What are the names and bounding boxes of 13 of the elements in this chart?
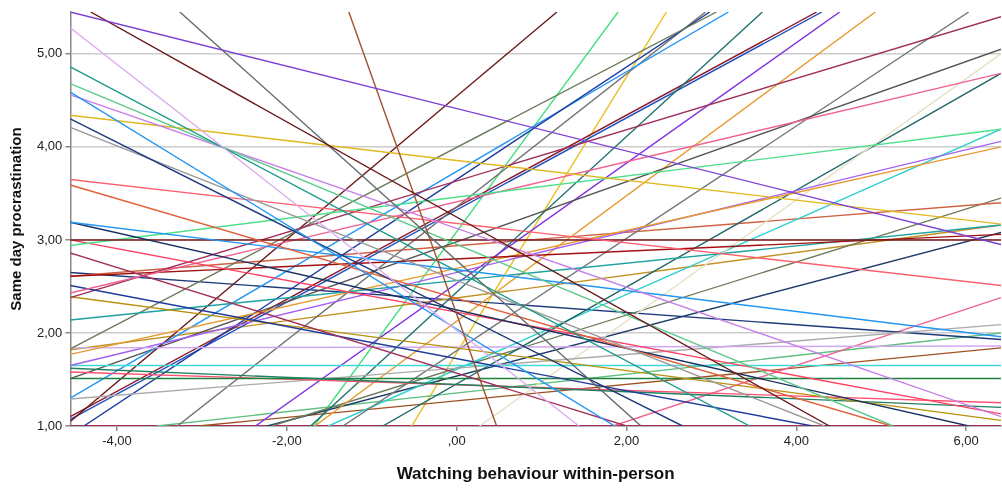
y-tick-label: 5,00 [36, 45, 63, 61]
x-tick-label: -4,00 [102, 433, 132, 449]
x-axis-title: Watching behaviour within-person [396, 464, 675, 484]
x-tick-label: 4,00 [783, 433, 809, 449]
x-tick-label: 6,00 [953, 433, 979, 449]
x-tick-label: -2,00 [272, 433, 302, 449]
y-tick-label: 1,00 [36, 417, 63, 433]
y-tick-label: 4,00 [36, 138, 63, 154]
y-tick-label: 2,00 [36, 324, 63, 340]
y-tick-label: 3,00 [36, 231, 63, 247]
x-tick-label: 2,00 [613, 433, 640, 449]
x-tick-label: ,00 [447, 433, 466, 449]
y-axis-title: Same day procrastination [7, 127, 25, 311]
